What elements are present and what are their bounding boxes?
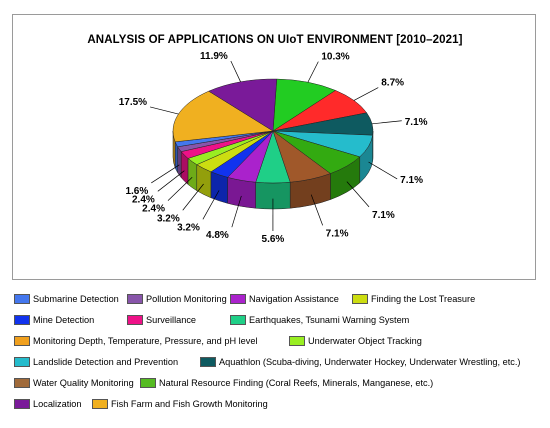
legend: Submarine Detection Pollution Monitoring N… — [12, 290, 538, 420]
pie-slice-15 — [208, 78, 278, 132]
legend-label: Earthquakes, Tsunami Warning System — [249, 315, 410, 325]
legend-item: Localization — [14, 399, 82, 409]
pie-slice-14 — [172, 90, 274, 143]
legend-item: Landslide Detection and Prevention — [14, 357, 178, 367]
pie-label-9: 3.2% — [157, 213, 180, 224]
pie-label-11: 2.4% — [132, 194, 155, 205]
legend-label: Submarine Detection — [33, 294, 119, 304]
legend-swatch — [230, 315, 246, 325]
pie-leader-3 — [368, 161, 398, 180]
pie-side-12 — [177, 145, 182, 179]
legend-swatch — [127, 315, 143, 325]
pie-leader-4 — [346, 181, 370, 208]
pie-leader-12 — [151, 164, 180, 184]
legend-label: Pollution Monitoring — [146, 294, 227, 304]
pie-leader-15 — [230, 60, 241, 82]
legend-item: Surveillance — [127, 315, 196, 325]
legend-swatch — [14, 378, 30, 388]
pie-label-0: 10.3% — [321, 52, 349, 63]
pie-leader-5 — [310, 194, 324, 226]
legend-label: Mine Detection — [33, 315, 95, 325]
legend-swatch — [14, 294, 30, 304]
legend-swatch — [127, 294, 143, 304]
pie-label-14: 17.5% — [119, 97, 147, 108]
legend-item: Submarine Detection — [14, 294, 119, 304]
pie-leader-9 — [182, 183, 204, 211]
pie-label-2: 7.1% — [405, 117, 428, 128]
pie-leader-11 — [157, 170, 185, 192]
legend-item: Natural Resource Finding (Coral Reefs, M… — [140, 378, 433, 388]
legend-item: Water Quality Monitoring — [14, 378, 134, 388]
pie-label-15: 11.9% — [200, 51, 228, 62]
legend-label: Landslide Detection and Prevention — [33, 357, 179, 367]
legend-item: Monitoring Depth, Temperature, Pressure,… — [14, 336, 258, 346]
pie-leader-14 — [149, 106, 179, 115]
legend-swatch — [14, 357, 30, 367]
pie-leader-8 — [202, 190, 220, 220]
legend-swatch — [289, 336, 305, 346]
legend-swatch — [140, 378, 156, 388]
pie-leader-2 — [372, 120, 402, 125]
legend-label: Navigation Assistance — [249, 294, 339, 304]
pie-leader-0 — [307, 61, 319, 83]
legend-item: Finding the Lost Treasure — [352, 294, 475, 304]
legend-swatch — [14, 399, 30, 409]
legend-label: Monitoring Depth, Temperature, Pressure,… — [33, 336, 258, 346]
legend-label: Fish Farm and Fish Growth Monitoring — [111, 399, 268, 409]
legend-swatch — [230, 294, 246, 304]
legend-label: Surveillance — [146, 315, 197, 325]
legend-item: Pollution Monitoring — [127, 294, 227, 304]
pie-label-3: 7.1% — [400, 175, 423, 186]
legend-item: Navigation Assistance — [230, 294, 339, 304]
pie-label-1: 8.7% — [381, 78, 404, 89]
pie-label-5: 7.1% — [326, 228, 349, 239]
legend-swatch — [14, 315, 30, 325]
pie-label-6: 5.6% — [262, 234, 285, 245]
legend-item: Fish Farm and Fish Growth Monitoring — [92, 399, 268, 409]
pie-label-4: 7.1% — [372, 210, 395, 221]
pie-label-10: 2.4% — [142, 204, 165, 215]
legend-swatch — [200, 357, 216, 367]
chart-title: ANALYSIS OF APPLICATIONS ON UIoT ENVIRON… — [87, 34, 463, 46]
pie-chart: 10.3% 8.7% 7.1% 7.1% 7.1% 7.1% 5.6% 4.8% 3.2%3.2… — [119, 51, 428, 245]
legend-item: Underwater Object Tracking — [289, 336, 422, 346]
legend-label: Aquathlon (Scuba-diving, Underwater Hock… — [219, 357, 521, 367]
pie-label-12: 1.6% — [125, 186, 148, 197]
legend-label: Underwater Object Tracking — [308, 336, 422, 346]
pie-label-8: 3.2% — [177, 222, 200, 233]
legend-label: Finding the Lost Treasure — [371, 294, 476, 304]
legend-swatch — [352, 294, 368, 304]
pie-leader-10 — [167, 176, 193, 201]
legend-swatch — [92, 399, 108, 409]
legend-item: Aquathlon (Scuba-diving, Underwater Hock… — [200, 357, 520, 367]
legend-label: Natural Resource Finding (Coral Reefs, M… — [159, 378, 434, 388]
legend-item: Mine Detection — [14, 315, 94, 325]
legend-label: Localization — [33, 399, 82, 409]
legend-label: Water Quality Monitoring — [33, 378, 134, 388]
pie-leader-1 — [353, 87, 379, 101]
pie-leader-7 — [231, 195, 242, 228]
legend-item: Earthquakes, Tsunami Warning System — [230, 315, 409, 325]
pie-label-7: 4.8% — [206, 230, 229, 241]
legend-swatch — [14, 336, 30, 346]
